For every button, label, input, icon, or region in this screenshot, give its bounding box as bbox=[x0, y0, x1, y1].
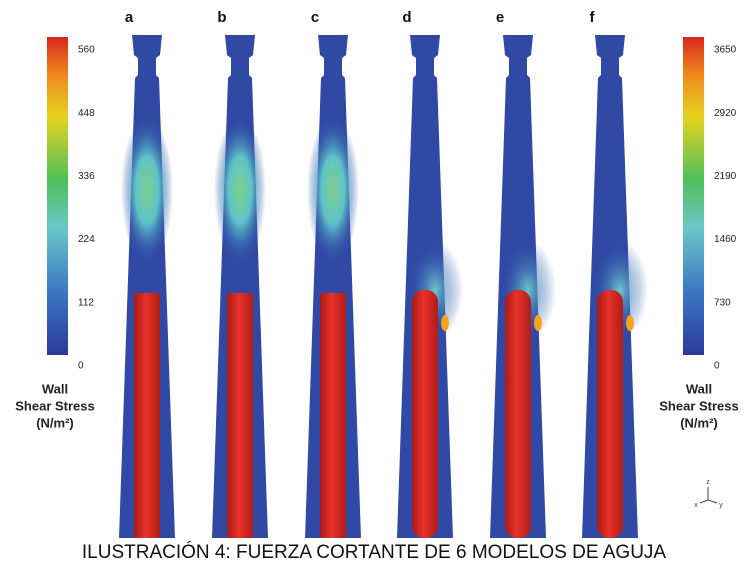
stress-glow bbox=[121, 115, 173, 265]
hotspot bbox=[534, 315, 542, 331]
panel-label: b bbox=[217, 9, 226, 26]
panel-label: c bbox=[311, 9, 319, 26]
axis-triad-label: z bbox=[706, 479, 710, 486]
colorbar-tick-label: 448 bbox=[78, 108, 95, 119]
colorbar-title: Shear Stress bbox=[659, 398, 739, 413]
colorbar bbox=[683, 37, 704, 355]
colorbar-tick-label: 336 bbox=[78, 171, 95, 182]
needle-panel bbox=[305, 35, 361, 538]
colorbar-title: Wall bbox=[686, 381, 712, 396]
panel-label: d bbox=[402, 9, 411, 26]
colorbar-title: Wall bbox=[42, 381, 68, 396]
needle-panel bbox=[119, 35, 175, 538]
colorbar-tick-label: 730 bbox=[714, 297, 731, 308]
colorbar-tick-label: 224 bbox=[78, 234, 95, 245]
colorbar-tick-label: 2190 bbox=[714, 171, 737, 182]
stress-glow bbox=[214, 115, 266, 265]
needle bbox=[227, 293, 253, 538]
caption: ILUSTRACIÓN 4: FUERZA CORTANTE DE 6 MODE… bbox=[82, 541, 667, 563]
colorbar-title: (N/m²) bbox=[36, 415, 74, 430]
panel-label: f bbox=[590, 9, 596, 26]
hotspot bbox=[441, 315, 449, 331]
panel-label: e bbox=[496, 9, 504, 26]
colorbar-title: Shear Stress bbox=[15, 398, 95, 413]
colorbar bbox=[47, 37, 68, 355]
needle bbox=[597, 290, 623, 538]
colorbar-tick-label: 112 bbox=[78, 297, 94, 308]
needle bbox=[505, 290, 531, 538]
needle-panel bbox=[212, 35, 268, 538]
needle-panel bbox=[397, 35, 463, 538]
needle-panel bbox=[582, 35, 648, 538]
colorbar-tick-label: 1460 bbox=[714, 234, 737, 245]
colorbar-tick-label: 0 bbox=[78, 361, 84, 372]
needle bbox=[134, 293, 160, 538]
stress-glow bbox=[307, 115, 359, 265]
colorbar-tick-label: 560 bbox=[78, 45, 95, 56]
axis-triad-label: x bbox=[694, 502, 698, 509]
colorbar-title: (N/m²) bbox=[680, 415, 718, 430]
colorbar-tick-label: 2920 bbox=[714, 108, 737, 119]
axis-y bbox=[708, 500, 717, 503]
axis-x bbox=[700, 500, 708, 503]
figure: ILUSTRACIÓN 4: FUERZA CORTANTE DE 6 MODE… bbox=[0, 0, 749, 573]
hotspot bbox=[626, 315, 634, 331]
needle-panel bbox=[490, 35, 556, 538]
panel-label: a bbox=[125, 9, 134, 26]
colorbar-tick-label: 0 bbox=[714, 361, 720, 372]
colorbar-tick-label: 3650 bbox=[714, 45, 737, 56]
axis-triad-label: y bbox=[719, 502, 723, 509]
needle bbox=[320, 293, 346, 538]
needle bbox=[412, 290, 438, 538]
